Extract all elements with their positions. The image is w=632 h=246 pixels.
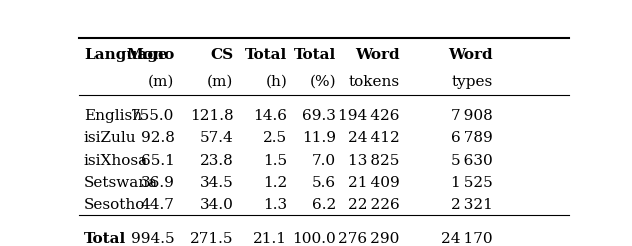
Text: 24 412: 24 412: [348, 131, 400, 145]
Text: 34.5: 34.5: [200, 176, 233, 190]
Text: 69.3: 69.3: [302, 109, 336, 123]
Text: 14.6: 14.6: [253, 109, 287, 123]
Text: Total: Total: [245, 48, 287, 62]
Text: 13 825: 13 825: [348, 154, 400, 168]
Text: 1.2: 1.2: [263, 176, 287, 190]
Text: 6.2: 6.2: [312, 199, 336, 213]
Text: 2 321: 2 321: [451, 199, 493, 213]
Text: 11.9: 11.9: [302, 131, 336, 145]
Text: 7 908: 7 908: [451, 109, 493, 123]
Text: 65.1: 65.1: [141, 154, 174, 168]
Text: Language: Language: [84, 48, 167, 62]
Text: 21 409: 21 409: [348, 176, 400, 190]
Text: 6 789: 6 789: [451, 131, 493, 145]
Text: Total: Total: [294, 48, 336, 62]
Text: types: types: [452, 75, 493, 89]
Text: 1.3: 1.3: [263, 199, 287, 213]
Text: 271.5: 271.5: [190, 232, 233, 246]
Text: Word: Word: [355, 48, 400, 62]
Text: Word: Word: [448, 48, 493, 62]
Text: (h): (h): [265, 75, 287, 89]
Text: 2.5: 2.5: [263, 131, 287, 145]
Text: (m): (m): [207, 75, 233, 89]
Text: 121.8: 121.8: [190, 109, 233, 123]
Text: 7.0: 7.0: [312, 154, 336, 168]
Text: 44.7: 44.7: [141, 199, 174, 213]
Text: isiZulu: isiZulu: [84, 131, 137, 145]
Text: 5 630: 5 630: [451, 154, 493, 168]
Text: 21.1: 21.1: [253, 232, 287, 246]
Text: Mono: Mono: [126, 48, 174, 62]
Text: 100.0: 100.0: [293, 232, 336, 246]
Text: (m): (m): [148, 75, 174, 89]
Text: 5.6: 5.6: [312, 176, 336, 190]
Text: 1 525: 1 525: [451, 176, 493, 190]
Text: 24 170: 24 170: [441, 232, 493, 246]
Text: 36.9: 36.9: [141, 176, 174, 190]
Text: English: English: [84, 109, 142, 123]
Text: Setswana: Setswana: [84, 176, 158, 190]
Text: (%): (%): [310, 75, 336, 89]
Text: 276 290: 276 290: [339, 232, 400, 246]
Text: Total: Total: [84, 232, 126, 246]
Text: 22 226: 22 226: [348, 199, 400, 213]
Text: 92.8: 92.8: [141, 131, 174, 145]
Text: isiXhosa: isiXhosa: [84, 154, 148, 168]
Text: 1.5: 1.5: [263, 154, 287, 168]
Text: 755.0: 755.0: [131, 109, 174, 123]
Text: Sesotho: Sesotho: [84, 199, 145, 213]
Text: tokens: tokens: [349, 75, 400, 89]
Text: 57.4: 57.4: [200, 131, 233, 145]
Text: 194 426: 194 426: [338, 109, 400, 123]
Text: 23.8: 23.8: [200, 154, 233, 168]
Text: 34.0: 34.0: [200, 199, 233, 213]
Text: CS: CS: [210, 48, 233, 62]
Text: 994.5: 994.5: [131, 232, 174, 246]
